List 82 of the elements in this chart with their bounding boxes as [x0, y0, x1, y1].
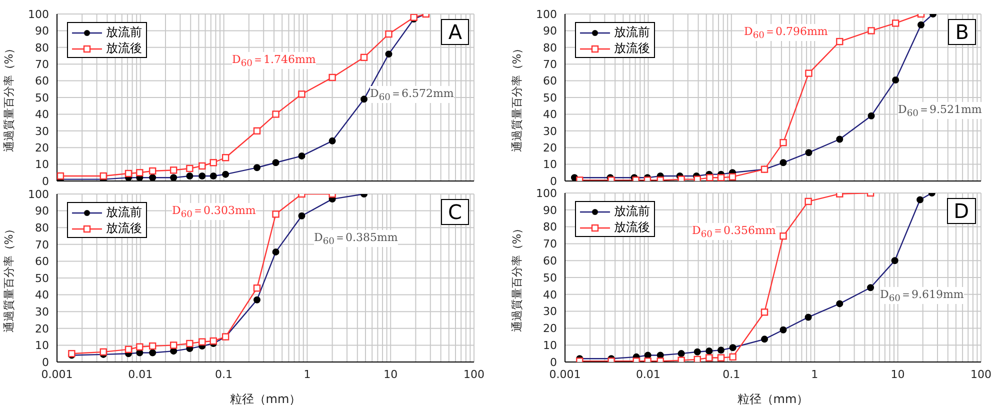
y-tick-label: 20 — [35, 322, 49, 336]
y-tick-label: 100 — [28, 8, 49, 21]
legend-label: 放流後 — [613, 40, 650, 56]
y-tick-label: 30 — [35, 306, 49, 319]
annotation: D$_{60}$＝1.746mm — [232, 52, 316, 70]
y-tick-label: 30 — [543, 124, 557, 138]
x-tick-label: 0.001 — [549, 368, 581, 381]
y-tick-label: 70 — [35, 58, 49, 72]
legend-label: 放流前 — [613, 24, 650, 40]
x-tick-label: 10 — [384, 368, 398, 381]
chart-title: D — [946, 198, 976, 224]
y-tick-label: 70 — [543, 58, 557, 72]
y-tick-label: 60 — [35, 255, 49, 268]
y-tick-label: 50 — [543, 271, 557, 284]
y-tick-label: 0 — [550, 174, 557, 188]
y-tick-label: 60 — [543, 74, 557, 88]
annotation: D$_{60}$＝9.619mm — [880, 287, 964, 304]
y-tick-label: 100 — [536, 186, 557, 200]
legend-label: 放流後 — [105, 220, 142, 236]
legend-label: 放流前 — [613, 203, 650, 219]
y-tick-label: 20 — [543, 142, 557, 155]
y-tick-label: 10 — [543, 158, 557, 172]
y-axis-title: 通過質量百分率（%） — [510, 222, 524, 332]
y-tick-label: 50 — [35, 91, 49, 104]
annotation: D$_{60}$＝0.796mm — [744, 24, 828, 42]
x-tick-label: 1 — [811, 368, 818, 381]
y-tick-label: 40 — [543, 288, 557, 302]
y-tick-label: 50 — [543, 91, 557, 104]
y-tick-label: 80 — [543, 220, 557, 234]
y-tick-label: 40 — [35, 288, 49, 302]
x-tick-label: 1 — [304, 368, 311, 381]
y-tick-label: 60 — [543, 254, 557, 268]
y-axis-title: 通過質量百分率（%） — [2, 223, 16, 333]
x-axis-title: 粒径（mm） — [737, 392, 809, 405]
annotation: D$_{60}$＝0.356mm — [692, 223, 776, 240]
chart-title: A — [441, 19, 469, 45]
x-tick-label: 0.01 — [636, 368, 660, 381]
x-tick-label: 10 — [890, 368, 905, 381]
x-tick-label: 0.1 — [722, 368, 740, 381]
annotation: D$_{60}$＝0.303mm — [172, 203, 256, 220]
legend-label: 放流前 — [105, 204, 142, 220]
x-tick-label: 100 — [970, 368, 992, 381]
y-tick-label: 40 — [35, 108, 49, 122]
annotation: D$_{60}$＝0.385mm — [314, 230, 398, 248]
legend-label: 放流前 — [105, 24, 142, 40]
y-axis-title: 通過質量百分率（%） — [510, 42, 524, 152]
y-tick-label: 70 — [35, 238, 49, 252]
y-tick-label: 0 — [42, 174, 49, 188]
y-tick-label: 0 — [550, 356, 557, 369]
annotation: D$_{60}$＝9.521mm — [898, 102, 982, 120]
y-tick-label: 100 — [28, 188, 49, 201]
annotation: D$_{60}$＝6.572mm — [370, 86, 454, 104]
legend-label: 放流後 — [613, 219, 650, 235]
x-tick-label: 100 — [464, 368, 484, 381]
x-tick-label: 0.001 — [41, 368, 73, 381]
y-tick-label: 90 — [543, 204, 557, 217]
chart-title: B — [948, 19, 976, 45]
y-tick-label: 40 — [543, 108, 557, 122]
y-axis-title: 通過質量百分率（%） — [2, 42, 16, 152]
y-tick-label: 50 — [35, 272, 49, 285]
y-tick-label: 20 — [35, 142, 49, 155]
y-tick-label: 30 — [35, 124, 49, 138]
y-tick-label: 80 — [543, 41, 557, 54]
y-tick-label: 10 — [35, 339, 49, 352]
y-tick-label: 80 — [35, 222, 49, 235]
y-tick-label: 90 — [35, 24, 49, 38]
y-tick-label: 90 — [543, 24, 557, 38]
y-tick-label: 20 — [543, 322, 557, 336]
y-tick-label: 100 — [536, 8, 557, 21]
y-tick-label: 70 — [543, 238, 557, 251]
chart-title: C — [441, 199, 469, 225]
legend-label: 放流後 — [105, 40, 142, 56]
y-tick-label: 0 — [42, 356, 49, 369]
y-tick-label: 10 — [35, 158, 49, 172]
y-tick-label: 80 — [35, 41, 49, 54]
y-tick-label: 90 — [35, 204, 49, 218]
y-tick-label: 30 — [543, 305, 557, 318]
y-tick-label: 10 — [543, 339, 557, 352]
y-tick-label: 60 — [35, 74, 49, 88]
x-tick-label: 0.1 — [215, 368, 233, 381]
x-axis-title: 粒径（mm） — [230, 392, 302, 405]
x-tick-label: 0.01 — [128, 368, 153, 381]
